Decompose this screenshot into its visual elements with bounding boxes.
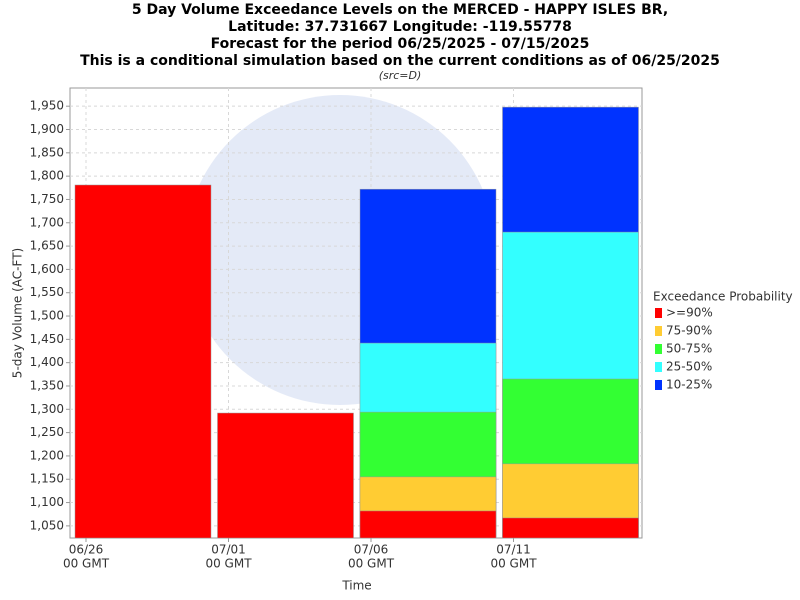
bar (502, 517, 639, 539)
title-line: Latitude: 37.731667 Longitude: -119.5577… (228, 19, 572, 35)
x-tick-label: 07/01 (211, 543, 246, 557)
legend-label: 75-90% (666, 324, 712, 338)
x-tick-label: 00 GMT (205, 557, 252, 571)
y-tick-label: 1,950 (30, 99, 64, 113)
y-tick-label: 1,050 (30, 518, 64, 532)
x-tick-label: 00 GMT (348, 557, 395, 571)
bar (217, 412, 354, 539)
y-tick-label: 1,200 (30, 448, 64, 462)
legend-swatch (655, 308, 662, 318)
x-axis-label: Time (341, 579, 371, 593)
y-axis-label: 5-day Volume (AC-FT) (11, 248, 25, 378)
y-tick-label: 1,750 (30, 192, 64, 206)
y-tick-label: 1,700 (30, 215, 64, 229)
legend-title: Exceedance Probability (653, 290, 793, 304)
y-tick-label: 1,900 (30, 122, 64, 136)
bar (359, 510, 497, 539)
y-tick-label: 1,800 (30, 169, 64, 183)
y-tick-label: 1,100 (30, 495, 64, 509)
x-tick-label: 06/26 (69, 543, 104, 557)
bar (74, 184, 212, 539)
y-tick-label: 1,650 (30, 239, 64, 253)
y-tick-label: 1,550 (30, 285, 64, 299)
y-tick-label: 1,450 (30, 332, 64, 346)
y-tick-label: 1,350 (30, 378, 64, 392)
y-tick-label: 1,850 (30, 145, 64, 159)
title-line: This is a conditional simulation based o… (80, 53, 720, 69)
y-tick-label: 1,250 (30, 425, 64, 439)
x-tick-label: 00 GMT (490, 557, 537, 571)
bars (74, 106, 639, 539)
titles: 5 Day Volume Exceedance Levels on the ME… (80, 2, 720, 82)
x-tick-label: 00 GMT (63, 557, 110, 571)
legend-swatch (655, 362, 662, 372)
y-tick-label: 1,500 (30, 309, 64, 323)
title-line: Forecast for the period 06/25/2025 - 07/… (211, 36, 590, 52)
legend-label: 25-50% (666, 360, 712, 374)
y-tick-label: 1,150 (30, 472, 64, 486)
y-tick-label: 1,400 (30, 355, 64, 369)
x-tick-label: 07/06 (354, 543, 389, 557)
legend-swatch (655, 380, 662, 390)
subtitle: (src=D) (379, 69, 422, 82)
y-tick-label: 1,600 (30, 262, 64, 276)
legend-label: >=90% (666, 306, 713, 320)
legend-label: 50-75% (666, 342, 712, 356)
title-line: 5 Day Volume Exceedance Levels on the ME… (132, 2, 668, 18)
x-tick-label: 07/11 (496, 543, 531, 557)
legend-swatch (655, 326, 662, 336)
legend-label: 10-25% (666, 378, 712, 392)
y-tick-label: 1,300 (30, 402, 64, 416)
legend-swatch (655, 344, 662, 354)
